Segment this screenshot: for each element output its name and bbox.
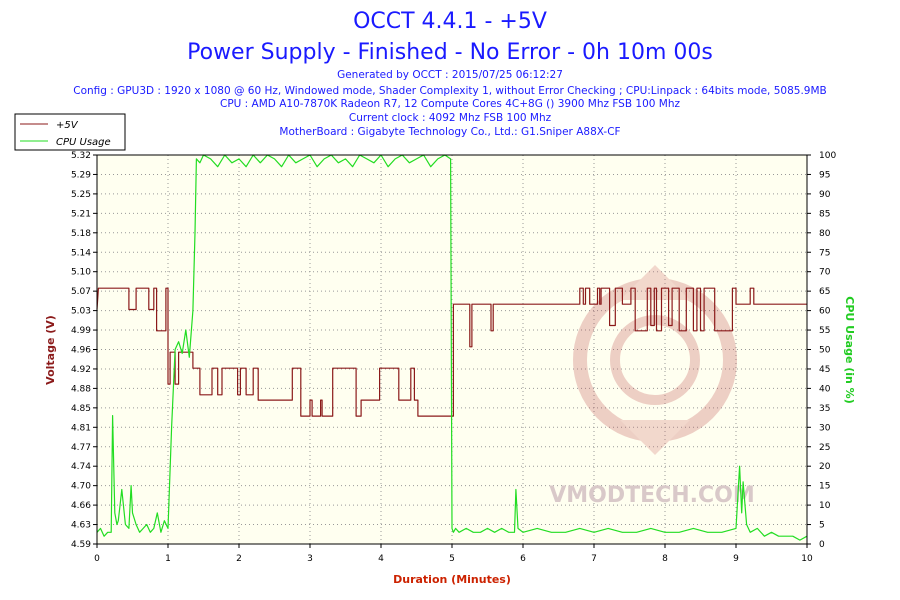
y-axis-left-label: Voltage (V) xyxy=(44,315,57,385)
y-right-tick-label: 70 xyxy=(819,268,831,278)
y-left-tick-label: 5.10 xyxy=(71,268,91,278)
y-left-tick-label: 5.07 xyxy=(71,287,91,297)
y-right-tick-label: 45 xyxy=(819,365,830,375)
y-left-tick-label: 4.88 xyxy=(71,384,91,394)
y-left-tick-label: 5.25 xyxy=(71,190,91,200)
watermark-text: VMODTECH.COM xyxy=(549,483,755,508)
y-left-tick-label: 4.96 xyxy=(71,346,91,356)
y-left-tick-label: 4.63 xyxy=(71,521,91,531)
y-left-tick-label: 5.29 xyxy=(71,170,91,180)
x-tick-label: 7 xyxy=(591,554,597,564)
y-left-tick-label: 5.32 xyxy=(71,151,91,161)
info-clock: Current clock : 4092 Mhz FSB 100 Mhz xyxy=(349,112,552,124)
x-tick-label: 5 xyxy=(449,554,455,564)
x-tick-label: 10 xyxy=(801,554,813,564)
y-right-tick-label: 50 xyxy=(819,346,831,356)
y-left-tick-label: 5.14 xyxy=(71,248,91,258)
x-tick-label: 3 xyxy=(307,554,313,564)
y-right-tick-label: 85 xyxy=(819,209,830,219)
chart-title: OCCT 4.4.1 - +5V xyxy=(353,9,547,34)
y-right-tick-label: 90 xyxy=(819,190,831,200)
x-axis-label: Duration (Minutes) xyxy=(393,573,511,586)
x-tick-label: 2 xyxy=(236,554,242,564)
y-right-tick-label: 75 xyxy=(819,248,830,258)
info-motherboard: MotherBoard : Gigabyte Technology Co., L… xyxy=(279,126,620,138)
y-right-tick-label: 10 xyxy=(819,501,831,511)
y-right-tick-label: 15 xyxy=(819,482,830,492)
info-config: Config : GPU3D : 1920 x 1080 @ 60 Hz, Wi… xyxy=(73,85,826,97)
y-axis-right-label: CPU Usage (in %) xyxy=(843,296,856,403)
y-left-tick-label: 4.66 xyxy=(71,501,91,511)
y-left-tick-label: 5.03 xyxy=(71,307,91,317)
legend-label-voltage: +5V xyxy=(56,120,79,131)
axes-layer: 4.59 4.63 4.66 4.70 4.74 4.77 4.81 4.85 4.88 4.92… xyxy=(71,151,836,564)
y-left-tick-label: 5.18 xyxy=(71,229,91,239)
series-line-voltage xyxy=(96,287,807,417)
y-right-tick-label: 80 xyxy=(819,229,831,239)
legend: +5V CPU Usage xyxy=(14,113,126,151)
x-tick-label: 6 xyxy=(520,554,526,564)
plot-frame xyxy=(96,154,808,545)
watermark-logo xyxy=(573,265,737,455)
y-left-tick-label: 4.99 xyxy=(71,326,91,336)
y-right-tick-label: 95 xyxy=(819,170,830,180)
y-left-tick-label: 4.59 xyxy=(71,540,91,550)
y-right-tick-label: 60 xyxy=(819,307,831,317)
x-tick-label: 8 xyxy=(662,554,668,564)
info-cpu: CPU : AMD A10-7870K Radeon R7, 12 Comput… xyxy=(220,98,680,110)
y-right-tick-label: 20 xyxy=(819,462,831,472)
info-generated: Generated by OCCT : 2015/07/25 06:12:27 xyxy=(337,69,563,81)
y-left-tick-label: 5.21 xyxy=(71,209,91,219)
y-right-tick-label: 5 xyxy=(819,521,825,531)
y-right-tick-label: 40 xyxy=(819,384,831,394)
legend-box xyxy=(14,113,126,151)
y-left-tick-label: 4.77 xyxy=(71,443,91,453)
x-tick-label: 9 xyxy=(733,554,739,564)
chart-subtitle: Power Supply - Finished - No Error - 0h … xyxy=(187,40,713,65)
y-right-tick-label: 35 xyxy=(819,404,830,414)
y-right-tick-label: 65 xyxy=(819,287,830,297)
y-left-tick-label: 4.74 xyxy=(71,462,91,472)
x-tick-label: 0 xyxy=(94,554,100,564)
y-left-tick-label: 4.92 xyxy=(71,365,91,375)
y-left-tick-label: 4.81 xyxy=(71,423,91,433)
y-left-tick-label: 4.70 xyxy=(71,482,91,492)
legend-label-cpu: CPU Usage xyxy=(56,137,111,148)
y-right-tick-label: 30 xyxy=(819,423,831,433)
y-right-tick-label: 55 xyxy=(819,326,830,336)
x-tick-label: 1 xyxy=(165,554,171,564)
y-right-tick-label: 25 xyxy=(819,443,830,453)
y-right-tick-label: 0 xyxy=(819,540,825,550)
y-right-tick-label: 100 xyxy=(819,151,836,161)
x-tick-label: 4 xyxy=(378,554,384,564)
y-left-tick-label: 4.85 xyxy=(71,404,91,414)
